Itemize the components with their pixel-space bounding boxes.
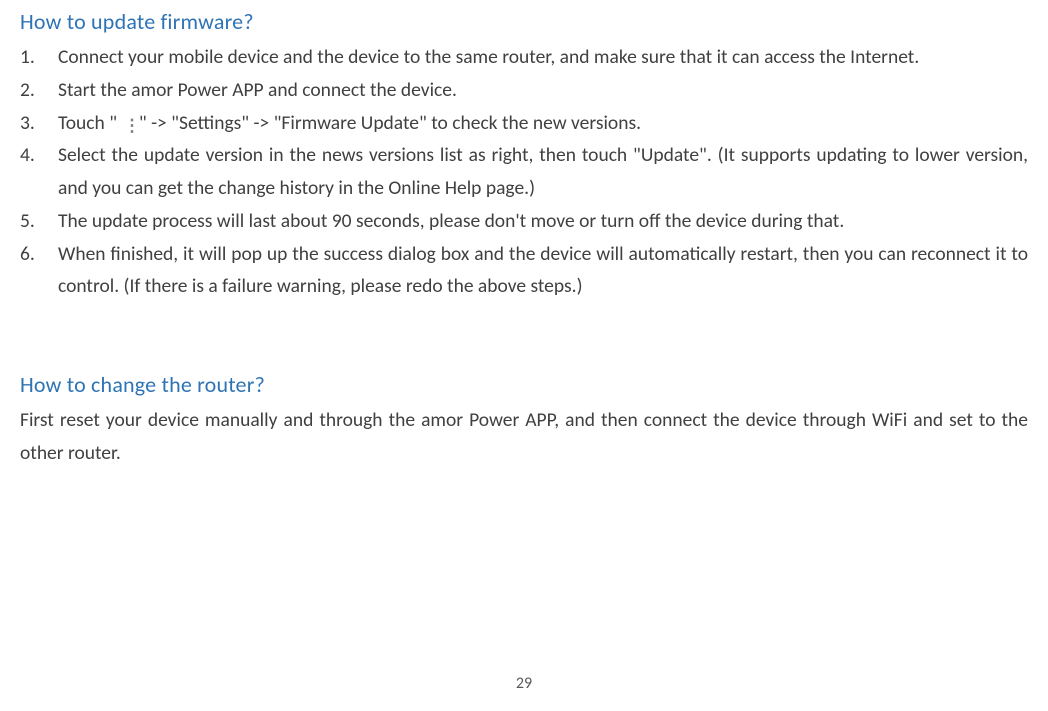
kebab-menu-icon	[122, 115, 133, 132]
list-item: The update process will last about 90 se…	[20, 205, 1028, 238]
firmware-steps-list: Connect your mobile device and the devic…	[20, 41, 1028, 303]
section-heading-firmware: How to update firmware?	[20, 8, 1028, 35]
router-body-text: First reset your device manually and thr…	[20, 404, 1028, 470]
section-heading-router: How to change the router?	[20, 371, 1028, 398]
list-item: Touch " " -> "Settings" -> "Firmware Upd…	[20, 107, 1028, 140]
list-item: Start the amor Power APP and connect the…	[20, 74, 1028, 107]
list-item: Select the update version in the news ve…	[20, 139, 1028, 205]
page-number: 29	[0, 674, 1048, 693]
step3-pre: Touch "	[58, 111, 121, 135]
step3-post: " -> "Settings" -> "Firmware Update" to …	[134, 111, 641, 135]
list-item: When finished, it will pop up the succes…	[20, 238, 1028, 304]
list-item: Connect your mobile device and the devic…	[20, 41, 1028, 74]
